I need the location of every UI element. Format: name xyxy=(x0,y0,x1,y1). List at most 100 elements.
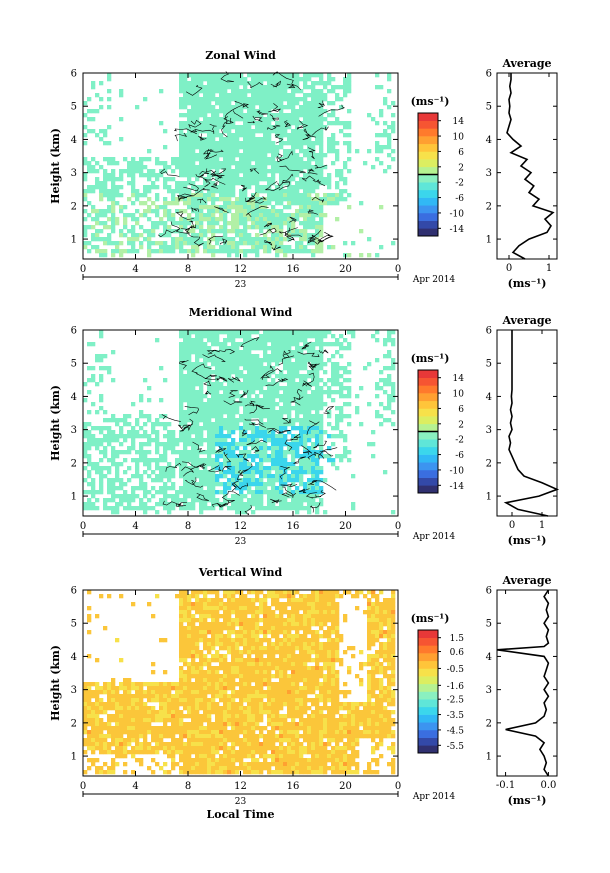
heatmap-cell xyxy=(251,498,256,503)
heatmap-cell xyxy=(343,338,348,343)
heatmap-cell xyxy=(243,225,248,230)
heatmap-cell xyxy=(239,398,244,403)
heatmap-cell xyxy=(167,209,172,214)
heatmap-cell xyxy=(199,478,204,483)
heatmap-cell xyxy=(223,398,228,403)
contour-line xyxy=(190,129,215,133)
heatmap-cell xyxy=(311,362,316,367)
heatmap-cell xyxy=(195,245,200,250)
heatmap-cell xyxy=(187,370,192,375)
heatmap-cell xyxy=(271,378,276,383)
heatmap-cell xyxy=(235,390,240,395)
heatmap-cell xyxy=(319,390,324,395)
heatmap-cell xyxy=(227,410,232,415)
heatmap-cell xyxy=(119,193,124,198)
heatmap-cell xyxy=(187,426,192,431)
heatmap-cell xyxy=(327,390,332,395)
heatmap-cell xyxy=(167,233,172,238)
heatmap-cell xyxy=(331,606,336,611)
contour-line xyxy=(282,418,291,424)
heatmap-cell xyxy=(311,141,316,146)
heatmap-cell xyxy=(159,490,164,495)
heatmap-cell xyxy=(279,241,284,246)
heatmap-cell xyxy=(191,346,196,351)
heatmap-cell xyxy=(247,209,252,214)
heatmap-cell xyxy=(287,486,292,491)
heatmap-cell xyxy=(299,426,304,431)
heatmap-cell xyxy=(231,141,236,146)
heatmap-cell xyxy=(99,209,104,214)
heatmap-cell xyxy=(207,470,212,475)
heatmap-cell xyxy=(107,189,112,194)
heatmap-cell xyxy=(331,618,336,623)
heatmap-cell xyxy=(331,109,336,114)
heatmap-cell xyxy=(255,125,260,130)
heatmap-cell xyxy=(263,165,268,170)
heatmap-cell xyxy=(199,414,204,419)
y-axis-label: Height (km) xyxy=(49,385,62,461)
heatmap-cell xyxy=(231,606,236,611)
heatmap-cell xyxy=(179,153,184,158)
heatmap-cell xyxy=(163,209,168,214)
heatmap-cell xyxy=(231,121,236,126)
heatmap-cell xyxy=(195,442,200,447)
heatmap-cell xyxy=(311,101,316,106)
heatmap-cell xyxy=(111,458,116,463)
heatmap-cell xyxy=(259,642,264,647)
heatmap-cell xyxy=(227,626,232,631)
heatmap-cell xyxy=(379,422,384,427)
heatmap-cell xyxy=(279,334,284,339)
heatmap-cell xyxy=(215,606,220,611)
heatmap-cell xyxy=(235,374,240,379)
heatmap-cell xyxy=(255,249,260,254)
heatmap-cell xyxy=(291,406,296,411)
heatmap-cell xyxy=(115,478,120,483)
heatmap-cell xyxy=(127,494,132,499)
heatmap-cell xyxy=(271,346,276,351)
heatmap-cell xyxy=(307,418,312,423)
heatmap-cell xyxy=(191,614,196,619)
heatmap-cell xyxy=(391,626,396,631)
heatmap-cell xyxy=(375,606,380,611)
heatmap-cell xyxy=(187,241,192,246)
heatmap-cell xyxy=(243,201,248,206)
heatmap-cell xyxy=(355,394,360,399)
heatmap-cell xyxy=(199,622,204,627)
heatmap-cell xyxy=(219,374,224,379)
heatmap-cell xyxy=(331,137,336,142)
heatmap-cell xyxy=(207,606,212,611)
contour-line xyxy=(264,240,273,246)
heatmap-cell xyxy=(83,434,88,439)
heatmap-cell xyxy=(319,642,324,647)
heatmap-cell xyxy=(187,157,192,162)
heatmap-cell xyxy=(163,454,168,459)
heatmap-cell xyxy=(315,233,320,238)
contour-line xyxy=(236,463,253,480)
heatmap-cell xyxy=(235,402,240,407)
heatmap-cell xyxy=(87,342,92,347)
heatmap-cell xyxy=(183,366,188,371)
heatmap-cell xyxy=(295,358,300,363)
heatmap-cell xyxy=(119,233,124,238)
heatmap-cell xyxy=(87,366,92,371)
heatmap-cell xyxy=(259,454,264,459)
heatmap-cell xyxy=(315,470,320,475)
heatmap-cell xyxy=(175,209,180,214)
heatmap-cell xyxy=(203,105,208,110)
heatmap-cell xyxy=(243,614,248,619)
heatmap-cell xyxy=(187,626,192,631)
heatmap-cell xyxy=(235,350,240,355)
heatmap-cell xyxy=(235,101,240,106)
heatmap-cell xyxy=(391,101,396,106)
heatmap-cell xyxy=(275,642,280,647)
contour-line xyxy=(223,451,232,463)
heatmap-cell xyxy=(279,442,284,447)
contour-line xyxy=(199,463,207,469)
heatmap-cell xyxy=(139,394,144,399)
heatmap-cell xyxy=(187,362,192,367)
heatmap-cell xyxy=(227,638,232,643)
heatmap-cell xyxy=(315,205,320,210)
heatmap-cell xyxy=(155,438,160,443)
heatmap-cell xyxy=(307,73,312,78)
heatmap-cell xyxy=(191,145,196,150)
